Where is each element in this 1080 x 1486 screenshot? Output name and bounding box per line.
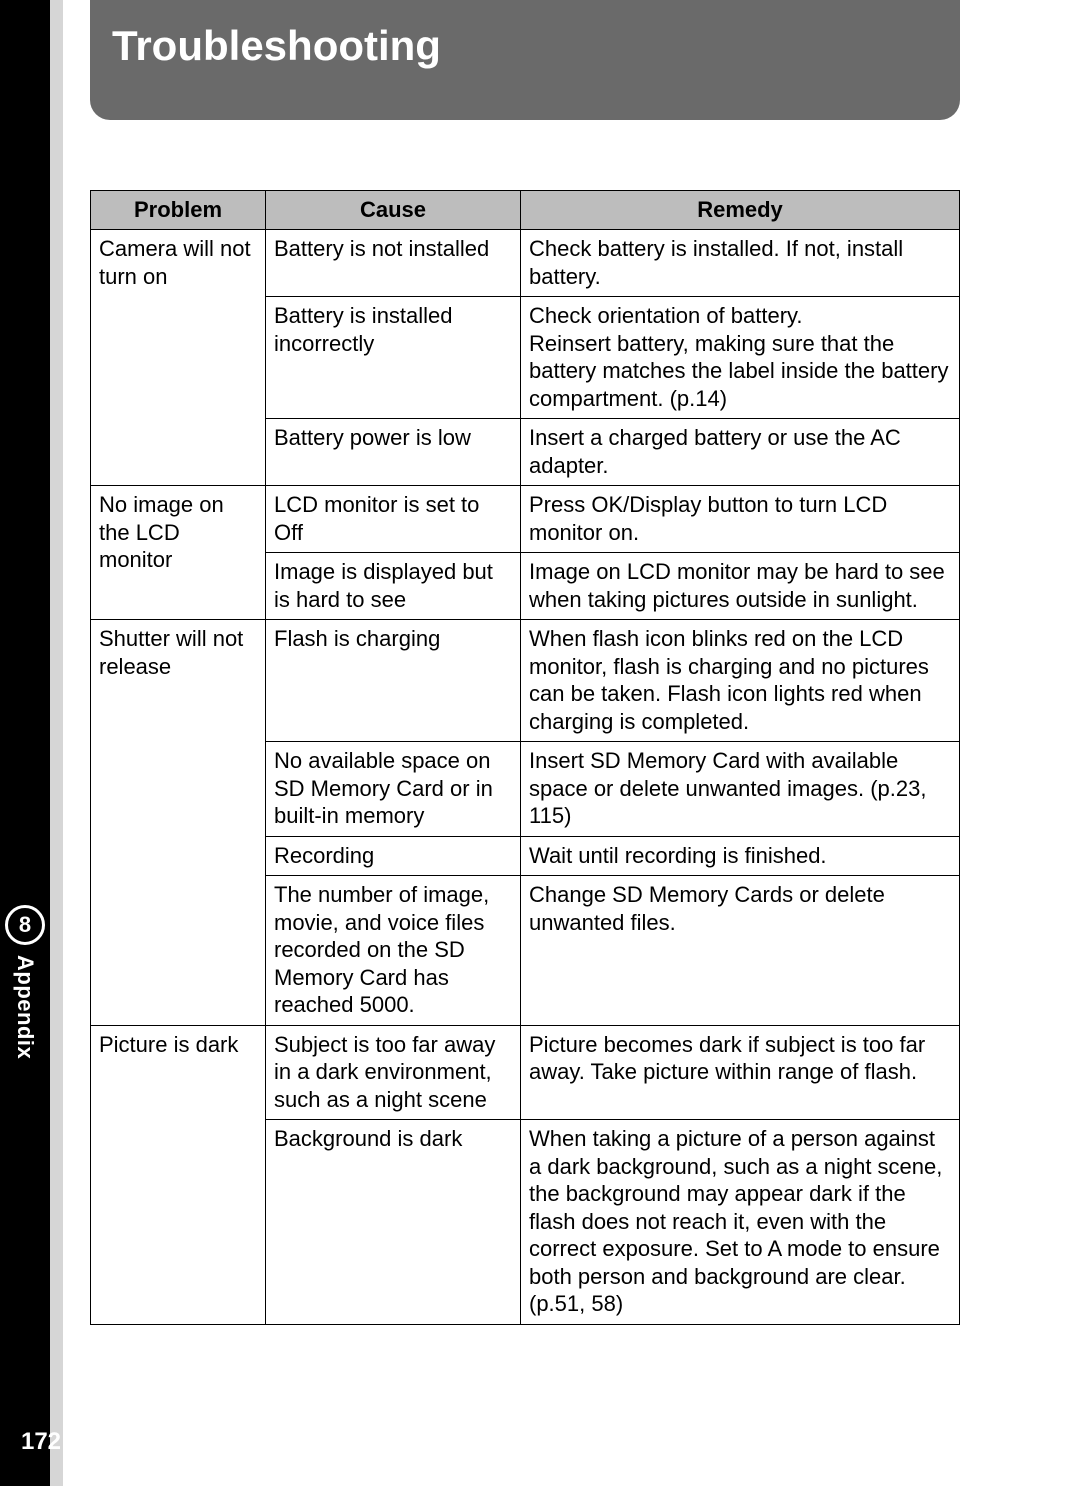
- cell-problem: Picture is dark: [91, 1025, 266, 1324]
- sidebar: [0, 0, 50, 1486]
- page-number: 172: [0, 1428, 82, 1456]
- col-cause: Cause: [266, 191, 521, 230]
- cell-remedy: When flash icon blinks red on the LCD mo…: [521, 620, 960, 742]
- cell-cause: Battery is installed incorrectly: [266, 297, 521, 419]
- cell-remedy: Picture becomes dark if subject is too f…: [521, 1025, 960, 1120]
- table-row: Picture is darkSubject is too far away i…: [91, 1025, 960, 1120]
- cell-remedy: Wait until recording is finished.: [521, 836, 960, 876]
- cell-remedy: Image on LCD monitor may be hard to see …: [521, 553, 960, 620]
- cell-cause: Background is dark: [266, 1120, 521, 1325]
- table-row: Camera will not turn onBattery is not in…: [91, 230, 960, 297]
- table-body: Camera will not turn onBattery is not in…: [91, 230, 960, 1325]
- troubleshoot-table: Problem Cause Remedy Camera will not tur…: [90, 190, 960, 1325]
- table-row: No image on the LCD monitorLCD monitor i…: [91, 486, 960, 553]
- table-row: Shutter will not releaseFlash is chargin…: [91, 620, 960, 742]
- cell-cause: Battery is not installed: [266, 230, 521, 297]
- cell-cause: The number of image, movie, and voice fi…: [266, 876, 521, 1026]
- chapter-number: 8: [5, 905, 45, 945]
- col-problem: Problem: [91, 191, 266, 230]
- cell-cause: Battery power is low: [266, 419, 521, 486]
- appendix-tab: 8 Appendix: [0, 905, 50, 1059]
- page: Troubleshooting Problem Cause Remedy Cam…: [0, 0, 1080, 1486]
- cell-remedy: Insert a charged battery or use the AC a…: [521, 419, 960, 486]
- cell-cause: Image is displayed but is hard to see: [266, 553, 521, 620]
- cell-remedy: When taking a picture of a person agains…: [521, 1120, 960, 1325]
- col-remedy: Remedy: [521, 191, 960, 230]
- cell-cause: Recording: [266, 836, 521, 876]
- cell-problem: No image on the LCD monitor: [91, 486, 266, 620]
- cell-remedy: Check battery is installed. If not, inst…: [521, 230, 960, 297]
- cell-remedy: Insert SD Memory Card with available spa…: [521, 742, 960, 837]
- cell-problem: Shutter will not release: [91, 620, 266, 1026]
- troubleshoot-table-wrap: Problem Cause Remedy Camera will not tur…: [90, 190, 960, 1325]
- table-header-row: Problem Cause Remedy: [91, 191, 960, 230]
- cell-remedy: Press OK/Display button to turn LCD moni…: [521, 486, 960, 553]
- cell-cause: LCD monitor is set to Off: [266, 486, 521, 553]
- page-title: Troubleshooting: [112, 22, 441, 70]
- header-bar: Troubleshooting: [90, 0, 960, 120]
- cell-problem: Camera will not turn on: [91, 230, 266, 486]
- gray-strip: [50, 0, 63, 1486]
- chapter-label: Appendix: [12, 955, 38, 1059]
- cell-cause: Flash is charging: [266, 620, 521, 742]
- cell-remedy: Change SD Memory Cards or delete unwante…: [521, 876, 960, 1026]
- cell-cause: No available space on SD Memory Card or …: [266, 742, 521, 837]
- cell-remedy: Check orientation of battery.Reinsert ba…: [521, 297, 960, 419]
- cell-cause: Subject is too far away in a dark enviro…: [266, 1025, 521, 1120]
